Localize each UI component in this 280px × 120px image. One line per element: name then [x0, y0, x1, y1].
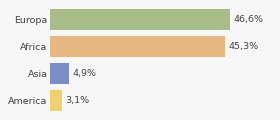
- Bar: [50, 36, 225, 57]
- Text: 4,9%: 4,9%: [73, 69, 96, 78]
- Bar: [50, 63, 69, 84]
- Bar: [50, 90, 62, 111]
- Bar: [50, 9, 230, 30]
- Text: 45,3%: 45,3%: [228, 42, 258, 51]
- Text: 3,1%: 3,1%: [66, 96, 90, 105]
- Text: 46,6%: 46,6%: [234, 15, 263, 24]
